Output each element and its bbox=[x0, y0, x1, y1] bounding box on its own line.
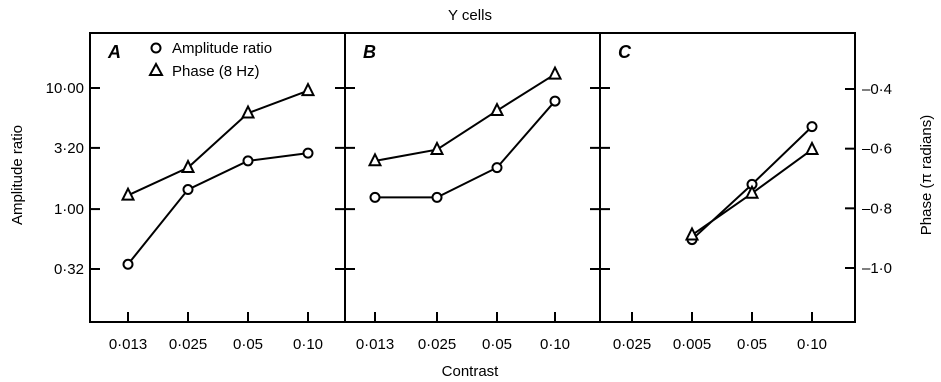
panel-frame-c bbox=[599, 32, 856, 323]
x-tick-label: 0·025 bbox=[613, 336, 651, 353]
panel-letter-b: B bbox=[363, 42, 376, 62]
data-point-circle bbox=[302, 147, 314, 159]
legend: Amplitude ratio Phase (8 Hz) bbox=[148, 40, 272, 80]
data-point-triangle bbox=[547, 65, 563, 80]
series-line-amplitude-b bbox=[375, 100, 556, 199]
x-tick-label: 0·05 bbox=[737, 336, 767, 353]
data-point-triangle bbox=[120, 186, 136, 201]
left-y-tick-label: 10·00 bbox=[46, 80, 84, 97]
data-point-circle bbox=[182, 184, 194, 196]
chart-title: Y cells bbox=[448, 7, 492, 24]
left-y-tick-label: 3·20 bbox=[54, 140, 84, 157]
data-point-triangle bbox=[684, 226, 700, 241]
x-tick-label: 0·10 bbox=[293, 336, 323, 353]
series-line-amplitude-a bbox=[127, 152, 309, 265]
left-y-axis-label: Amplitude ratio bbox=[9, 125, 26, 225]
x-tick-label: 0·013 bbox=[356, 336, 394, 353]
legend-label: Amplitude ratio bbox=[172, 40, 272, 57]
plot-area: 0·32 1·00 3·20 10·00 –0·4 –0·6 –0·8 –1·0 0·013 0·… bbox=[46, 32, 892, 353]
left-y-tick-label: 0·32 bbox=[54, 261, 84, 278]
data-point-triangle bbox=[180, 158, 196, 174]
panel-letter-c: C bbox=[618, 42, 632, 62]
x-tick-label: 0·10 bbox=[540, 336, 570, 353]
data-point-triangle bbox=[367, 152, 383, 167]
x-tick-label: 0·005 bbox=[673, 336, 711, 353]
panel-letter-a: A bbox=[107, 42, 121, 62]
right-y-tick-label: –0·6 bbox=[862, 141, 892, 158]
data-point-circle bbox=[549, 95, 561, 107]
x-tick-label: 0·013 bbox=[109, 336, 147, 353]
data-point-circle bbox=[242, 155, 254, 167]
right-y-tick-label: –1·0 bbox=[862, 260, 892, 277]
data-point-circle bbox=[491, 162, 503, 174]
data-point-triangle bbox=[804, 140, 820, 155]
series-line-phase-a bbox=[127, 89, 309, 197]
right-y-axis-label: Phase (π radians) bbox=[918, 115, 935, 235]
data-point-circle bbox=[122, 258, 134, 270]
x-tick-label: 0·025 bbox=[418, 336, 456, 353]
data-point-triangle bbox=[429, 140, 445, 155]
x-tick-label: 0·025 bbox=[169, 336, 207, 353]
data-point-circle bbox=[369, 191, 381, 203]
legend-marker-triangle bbox=[148, 61, 164, 76]
data-point-triangle bbox=[744, 184, 760, 199]
right-y-tick-label: –0·8 bbox=[862, 200, 892, 217]
legend-label: Phase (8 Hz) bbox=[172, 63, 260, 80]
x-tick-label: 0·05 bbox=[482, 336, 512, 353]
x-tick-label: 0·05 bbox=[233, 336, 263, 353]
legend-marker-circle bbox=[150, 42, 162, 54]
data-point-triangle bbox=[240, 104, 256, 119]
right-y-tick-label: –0·4 bbox=[862, 81, 892, 98]
data-point-circle bbox=[431, 191, 443, 203]
data-point-circle bbox=[806, 121, 818, 133]
data-point-triangle bbox=[489, 101, 505, 117]
left-y-tick-label: 1·00 bbox=[54, 201, 84, 218]
x-axis-label: Contrast bbox=[442, 363, 500, 380]
series-line-phase-b bbox=[374, 73, 556, 162]
panel-frame-b bbox=[344, 32, 601, 323]
data-point-triangle bbox=[300, 81, 316, 97]
x-tick-label: 0·10 bbox=[797, 336, 827, 353]
